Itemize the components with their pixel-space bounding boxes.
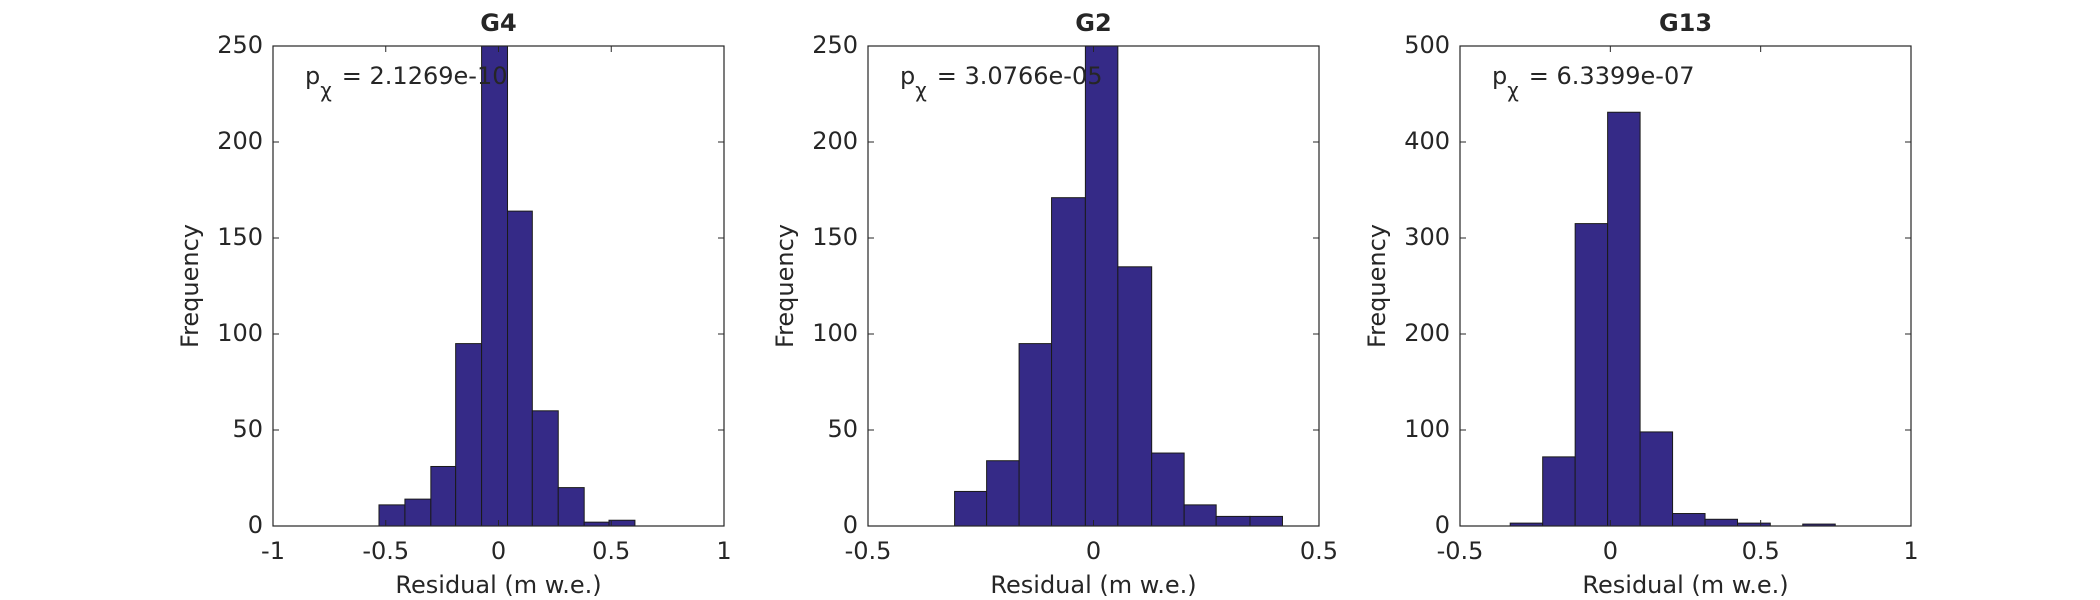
y-tick-label: 250: [812, 31, 858, 59]
bar: [404, 498, 432, 526]
chart-title: G2: [1075, 9, 1111, 37]
bar: [1249, 515, 1283, 526]
x-tick-label: -0.5: [845, 537, 892, 565]
bar: [1183, 504, 1217, 526]
y-tick-label: 200: [1404, 319, 1450, 347]
y-tick-label: 100: [217, 319, 263, 347]
bar: [608, 519, 636, 526]
annotation-symbol: p: [305, 62, 320, 90]
annotation-text: = 2.1269e-10: [342, 62, 508, 90]
x-axis-label: Residual (m w.e.): [990, 571, 1196, 599]
x-tick-label: 0: [1603, 537, 1618, 565]
chart-title: G4: [480, 9, 516, 37]
y-tick-label: 100: [812, 319, 858, 347]
bar: [954, 490, 988, 526]
bar: [1802, 523, 1836, 526]
annotation: pχ = 2.1269e-10: [305, 62, 507, 102]
bar: [1151, 452, 1185, 526]
y-tick-label: 200: [217, 127, 263, 155]
x-tick-label: 0.5: [1300, 537, 1338, 565]
y-tick-label: 150: [217, 223, 263, 251]
y-tick-label: 0: [248, 511, 263, 539]
x-tick-label: -0.5: [362, 537, 409, 565]
x-tick-label: -0.5: [1437, 537, 1484, 565]
annotation-subscript: χ: [1507, 78, 1519, 102]
x-tick-label: -1: [261, 537, 285, 565]
y-tick-label: 500: [1404, 31, 1450, 59]
bar: [1607, 111, 1641, 526]
annotation-symbol: p: [900, 62, 915, 90]
bar: [1639, 431, 1674, 526]
x-tick-label: 0.5: [592, 537, 630, 565]
bar: [378, 504, 406, 526]
y-axis-label: Frequency: [176, 224, 204, 348]
bar: [430, 465, 457, 526]
bar: [531, 410, 559, 526]
x-tick-label: 0: [1086, 537, 1101, 565]
bar: [1574, 223, 1609, 526]
y-tick-label: 50: [232, 415, 263, 443]
y-tick-label: 0: [843, 511, 858, 539]
y-tick-label: 250: [217, 31, 263, 59]
panel: -1 -0.5 0 0.5 1 0 50 100 150 200 250 G4 Residual (m …: [176, 9, 732, 599]
bar: [507, 210, 533, 526]
bar: [557, 487, 585, 526]
bar: [1672, 513, 1706, 526]
annotation-text: = 6.3399e-07: [1529, 62, 1695, 90]
x-tick-label: 1: [716, 537, 731, 565]
x-axis-label: Residual (m w.e.): [1582, 571, 1788, 599]
annotation-subscript: χ: [320, 78, 332, 102]
bar: [1704, 518, 1739, 526]
bar: [1215, 515, 1251, 526]
bar: [1051, 197, 1086, 526]
bar: [1084, 46, 1119, 526]
y-tick-label: 0: [1435, 511, 1450, 539]
y-tick-label: 200: [812, 127, 858, 155]
bars: [1509, 111, 1836, 526]
y-tick-label: 50: [827, 415, 858, 443]
x-axis-label: Residual (m w.e.): [395, 571, 601, 599]
bar: [455, 343, 483, 526]
chart-title: G13: [1659, 9, 1712, 37]
x-tick-label: 0.5: [1742, 537, 1780, 565]
plot-area: [1460, 46, 1911, 526]
bar: [1542, 456, 1576, 526]
bar: [986, 460, 1020, 526]
axes-box: [1459, 45, 1912, 527]
x-tick-label: 0: [491, 537, 506, 565]
annotation-text: = 3.0766e-05: [937, 62, 1103, 90]
bar: [1018, 343, 1053, 526]
bars: [954, 46, 1283, 526]
y-tick-label: 150: [812, 223, 858, 251]
y-axis-label: Frequency: [771, 224, 799, 348]
y-tick-label: 300: [1404, 223, 1450, 251]
bars: [378, 46, 636, 526]
annotation: pχ = 3.0766e-05: [900, 62, 1102, 102]
annotation-subscript: χ: [915, 78, 927, 102]
annotation-symbol: p: [1492, 62, 1507, 90]
x-tick-label: 1: [1903, 537, 1918, 565]
y-tick-label: 100: [1404, 415, 1450, 443]
bar: [1117, 266, 1153, 526]
annotation: pχ = 6.3399e-07: [1492, 62, 1694, 102]
y-axis-label: Frequency: [1363, 224, 1391, 348]
y-tick-label: 400: [1404, 127, 1450, 155]
